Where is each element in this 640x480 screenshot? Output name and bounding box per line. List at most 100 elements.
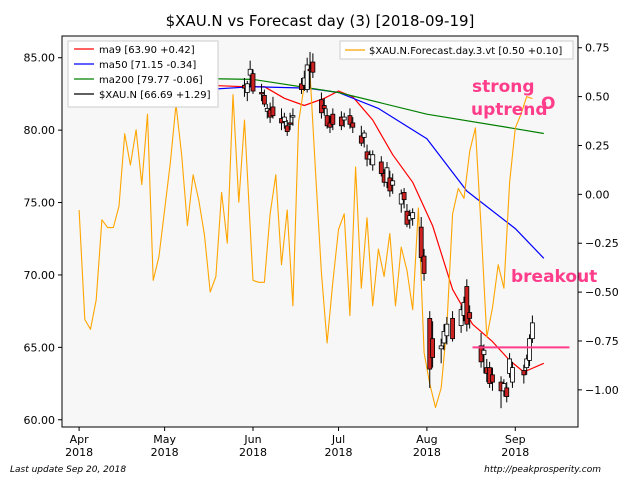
candle-body xyxy=(527,338,532,361)
legend-item-label: $XAU.N.Forecast.day.3.vt [0.50 +0.10] xyxy=(369,46,562,57)
candle xyxy=(327,115,333,134)
candle xyxy=(299,77,304,94)
x-tick-label-month: Jul xyxy=(331,433,345,446)
candle xyxy=(467,305,473,329)
candle xyxy=(490,367,495,391)
y-left-tick-label: 80.00 xyxy=(24,124,56,137)
y-right-tick-label: −0.50 xyxy=(585,286,619,299)
y-right-tick-label: −1.00 xyxy=(585,384,619,397)
annotation-strong: strong xyxy=(472,77,535,97)
candle xyxy=(370,150,376,171)
y-right-tick-label: −0.75 xyxy=(585,335,619,348)
candle xyxy=(378,156,384,177)
candle-body xyxy=(290,115,296,118)
legend-item-label: ma50 [71.15 -0.34] xyxy=(99,60,196,71)
candle xyxy=(507,353,512,378)
series-line-ma50 xyxy=(164,86,545,259)
candle-body xyxy=(350,122,356,128)
candle-body xyxy=(467,312,473,319)
y-axis-right: −1.00 −0.75 −0.50 −0.25 0.00 0.25 0.50 0.75 xyxy=(578,42,619,397)
annotation-strong-uptrend: strong uptrend O xyxy=(471,77,555,120)
x-tick-label-year: 2018 xyxy=(413,446,441,459)
x-tick-label-year: 2018 xyxy=(151,446,179,459)
y-left-tick-label: 60.00 xyxy=(24,414,56,427)
candle-body xyxy=(259,92,264,95)
candle xyxy=(338,111,344,131)
y-right-tick-label: 0.75 xyxy=(585,42,610,55)
candle-body xyxy=(490,374,495,383)
footer-url: http://peakprosperity.com xyxy=(484,465,601,475)
candle-body xyxy=(501,383,507,392)
candle xyxy=(284,119,290,136)
candle-body xyxy=(421,255,427,274)
candle-body xyxy=(390,180,396,186)
candle-body xyxy=(441,331,447,344)
y-left-tick-label: 65.00 xyxy=(24,341,56,354)
candle-body xyxy=(270,106,276,117)
candle-body xyxy=(430,338,436,358)
chart-title: $XAU.N vs Forecast day (3) [2018-09-19] xyxy=(166,12,475,30)
candle-body xyxy=(464,286,470,325)
legend-item-label: $XAU.N [66.69 +1.29] xyxy=(99,90,211,101)
candle xyxy=(444,316,450,345)
candle xyxy=(330,108,336,131)
candle-body xyxy=(247,68,253,76)
candle-body xyxy=(281,116,287,122)
y-left-tick-label: 75.00 xyxy=(24,197,56,210)
candle-body xyxy=(341,116,347,121)
candle xyxy=(304,57,310,93)
candle xyxy=(259,83,264,102)
candle-body xyxy=(450,317,455,340)
candle-body xyxy=(438,345,444,350)
candle xyxy=(450,311,455,342)
annotation-marker: O xyxy=(541,94,555,114)
candle-body xyxy=(401,191,407,201)
candle-body xyxy=(410,212,416,219)
candle-body xyxy=(524,358,530,369)
candle-body xyxy=(287,122,293,125)
candle-body xyxy=(418,226,424,258)
candle-body xyxy=(521,370,527,376)
y-right-tick-label: 0.00 xyxy=(585,188,610,201)
legend-item-label: ma9 [63.90 +0.42] xyxy=(99,45,195,56)
y-right-tick-label: −0.25 xyxy=(585,237,619,250)
candle-body xyxy=(444,323,450,337)
x-axis: Apr2018May2018Jun2018Jul2018Aug2018Sep20… xyxy=(65,427,529,459)
candle xyxy=(250,69,256,94)
candle xyxy=(527,334,532,367)
candle xyxy=(438,338,444,364)
candle-body xyxy=(481,349,487,355)
candle xyxy=(287,112,293,131)
legend-item-label: ma200 [79.77 -0.06] xyxy=(99,75,203,86)
candle xyxy=(458,305,464,333)
x-tick-label-year: 2018 xyxy=(65,446,93,459)
candle xyxy=(521,364,527,384)
candle xyxy=(321,98,327,116)
x-tick-label-month: May xyxy=(153,433,176,446)
footer-last-update: Last update Sep 20, 2018 xyxy=(10,465,126,475)
candle-body xyxy=(327,122,333,128)
candle xyxy=(430,321,436,368)
candle xyxy=(262,89,267,107)
candle xyxy=(324,108,330,129)
candle xyxy=(481,344,487,374)
y-axis-left: 60.00 65.00 70.00 75.00 80.00 85.00 xyxy=(24,52,62,427)
candle xyxy=(464,279,470,332)
candle-body xyxy=(504,387,510,397)
series-line-ma200 xyxy=(164,77,544,135)
x-tick-label-year: 2018 xyxy=(239,446,267,459)
candle xyxy=(341,112,347,128)
y-left-tick-label: 85.00 xyxy=(24,52,56,65)
candle xyxy=(247,60,253,87)
candle xyxy=(504,382,510,403)
candle xyxy=(501,379,507,397)
candle xyxy=(350,117,356,134)
candle xyxy=(421,248,427,281)
candle xyxy=(384,161,390,189)
candle-body xyxy=(370,154,376,166)
candle xyxy=(390,173,396,194)
series-lines xyxy=(78,72,545,409)
candle-body xyxy=(244,83,250,93)
candle-body xyxy=(299,83,304,90)
